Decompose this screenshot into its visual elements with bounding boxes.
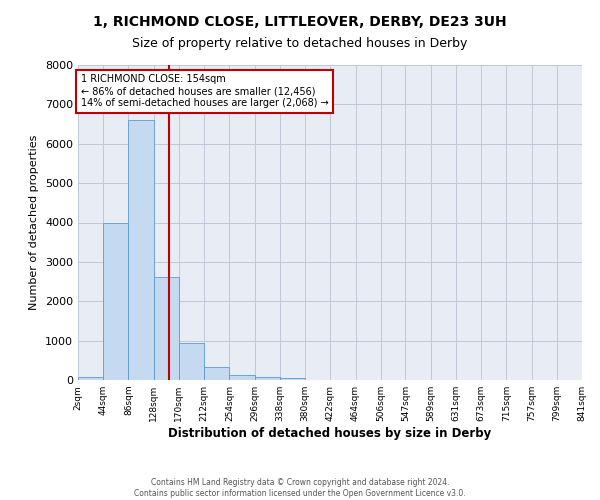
Bar [128, 120, 154, 380]
Bar [154, 277, 179, 380]
Text: 1, RICHMOND CLOSE, LITTLEOVER, DERBY, DE23 3UH: 1, RICHMOND CLOSE, LITTLEOVER, DERBY, DE… [93, 15, 507, 29]
Bar [254, 377, 280, 380]
Bar [280, 378, 305, 380]
Bar [179, 342, 204, 380]
Bar [204, 368, 229, 380]
Bar [103, 224, 128, 380]
X-axis label: Distribution of detached houses by size in Derby: Distribution of detached houses by size … [169, 427, 491, 440]
Bar [229, 375, 254, 380]
Bar [78, 377, 103, 380]
Text: Size of property relative to detached houses in Derby: Size of property relative to detached ho… [133, 38, 467, 51]
Text: Contains HM Land Registry data © Crown copyright and database right 2024.
Contai: Contains HM Land Registry data © Crown c… [134, 478, 466, 498]
Y-axis label: Number of detached properties: Number of detached properties [29, 135, 40, 310]
Text: 1 RICHMOND CLOSE: 154sqm
← 86% of detached houses are smaller (12,456)
14% of se: 1 RICHMOND CLOSE: 154sqm ← 86% of detach… [80, 74, 328, 108]
